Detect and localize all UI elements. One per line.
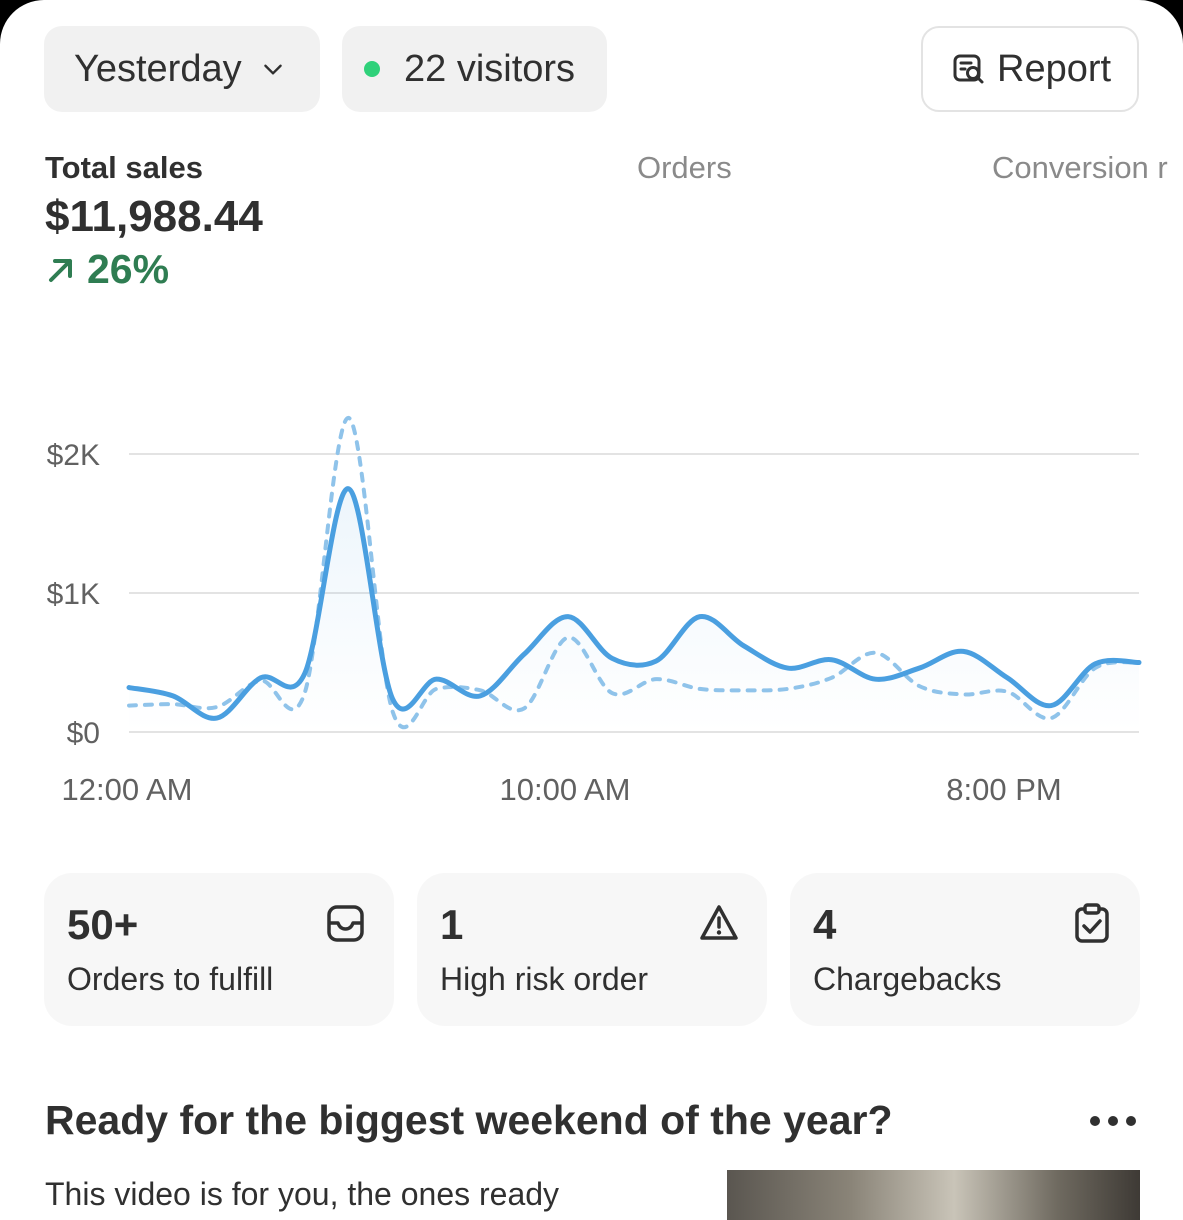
- tab-total-sales[interactable]: Total sales: [45, 150, 203, 185]
- promo-body-text: This video is for you, the ones ready: [45, 1176, 560, 1212]
- total-sales-change: 26%: [45, 246, 169, 293]
- x-tick-label: 8:00 PM: [946, 772, 1061, 807]
- report-search-icon: [953, 54, 984, 84]
- total-sales-value: $11,988.44: [45, 192, 263, 241]
- orders-to-fulfill-card[interactable]: 50+ Orders to fulfill: [44, 873, 394, 1026]
- chargebacks-card[interactable]: 4 Chargebacks: [790, 873, 1140, 1026]
- high-risk-order-card[interactable]: 1 High risk order: [417, 873, 767, 1026]
- sales-series-line: [126, 486, 1142, 721]
- report-label: Report: [997, 47, 1112, 90]
- x-tick-label: 12:00 AM: [62, 772, 193, 807]
- visitors-label: 22 visitors: [404, 47, 576, 90]
- inbox-icon: [327, 905, 364, 942]
- alert-triangle-icon: [700, 905, 738, 940]
- more-options-icon[interactable]: [1086, 1104, 1140, 1138]
- arrow-up-right-icon: [49, 258, 72, 282]
- card-label: High risk order: [440, 961, 649, 997]
- chevron-down-icon: [263, 64, 282, 75]
- clipboard-check-icon: [1075, 903, 1109, 943]
- y-tick-label: $1K: [47, 578, 100, 611]
- x-tick-label: 10:00 AM: [500, 772, 631, 807]
- promo-video-thumbnail[interactable]: [727, 1170, 1140, 1220]
- card-value: 50+: [67, 901, 139, 948]
- live-visitors-button[interactable]: 22 visitors: [342, 26, 607, 112]
- live-status-dot: [364, 61, 380, 77]
- card-value: 4: [813, 901, 837, 948]
- sales-chart: $2K $1K $0 12:00 AM 10:00 AM 8:00 PM: [47, 415, 1142, 807]
- tab-conversion-rate[interactable]: Conversion r: [992, 150, 1168, 185]
- comparison-series-line: [127, 415, 1141, 730]
- report-button[interactable]: Report: [921, 26, 1139, 112]
- date-range-label: Yesterday: [74, 47, 242, 90]
- promo-title: Ready for the biggest weekend of the yea…: [45, 1097, 893, 1143]
- change-percent: 26%: [87, 246, 170, 292]
- card-label: Orders to fulfill: [67, 961, 274, 997]
- y-tick-label: $0: [67, 717, 100, 750]
- y-tick-label: $2K: [47, 439, 100, 472]
- sales-area-fill: [129, 488, 1139, 732]
- card-value: 1: [440, 901, 464, 948]
- date-range-dropdown[interactable]: Yesterday: [44, 26, 320, 112]
- tab-orders[interactable]: Orders: [637, 150, 732, 185]
- card-label: Chargebacks: [813, 961, 1002, 997]
